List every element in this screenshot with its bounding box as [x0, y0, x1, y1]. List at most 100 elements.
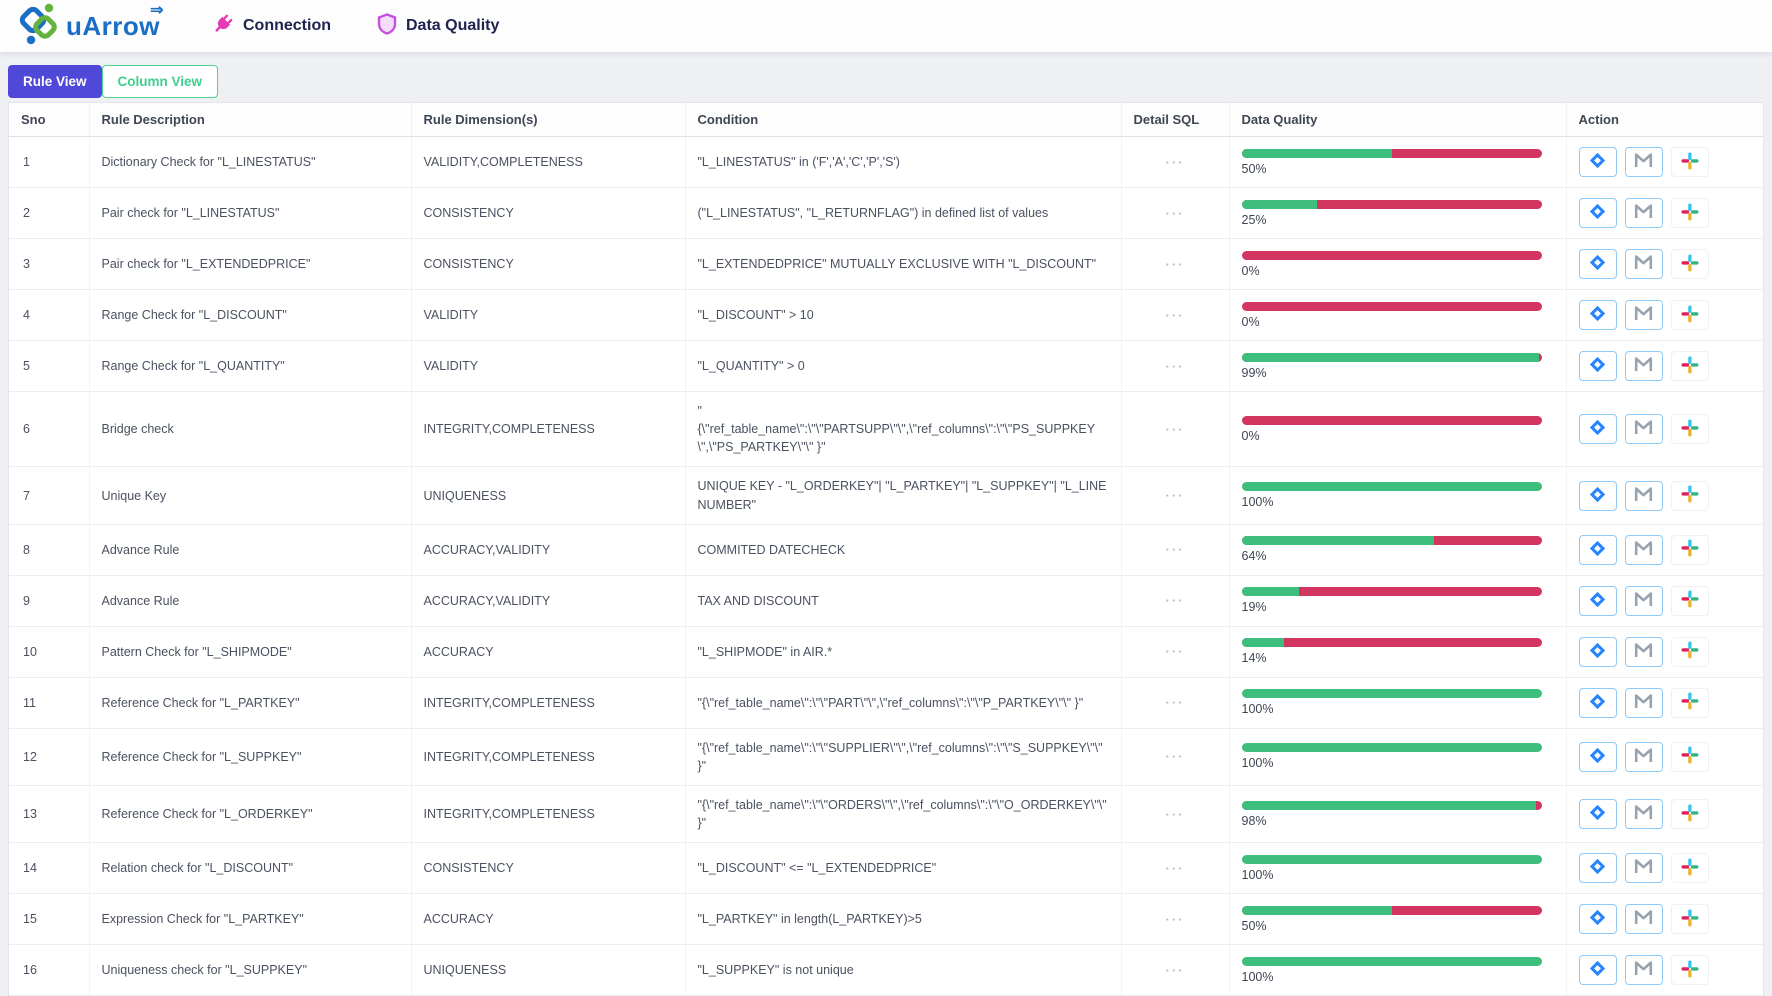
sno-cell: 6	[9, 391, 90, 468]
quality-percent-label: 100%	[1241, 702, 1274, 717]
detail-sql-ellipsis[interactable]: ···	[1121, 136, 1230, 188]
gmail-action-button[interactable]	[1624, 687, 1663, 718]
quality-progress-bar	[1241, 689, 1542, 699]
jira-icon	[1589, 419, 1606, 439]
detail-sql-ellipsis[interactable]: ···	[1121, 728, 1230, 786]
gmail-action-button[interactable]	[1624, 198, 1663, 228]
rule-description-cell: Range Check for "L_QUANTITY"	[89, 340, 412, 392]
detail-sql-ellipsis[interactable]: ···	[1121, 842, 1230, 895]
col-header-dimensions: Rule Dimension(s)	[411, 103, 686, 137]
nav-item-connection[interactable]: Connection	[212, 13, 331, 40]
jira-action-button[interactable]	[1578, 198, 1617, 228]
col-header-condition: Condition	[685, 103, 1122, 137]
gmail-action-button[interactable]	[1624, 955, 1663, 986]
brand-logo[interactable]: uArrow ⇒	[18, 1, 164, 52]
rule-dimensions-cell: INTEGRITY,COMPLETENESS	[411, 677, 686, 729]
slack-action-button[interactable]	[1670, 687, 1709, 718]
detail-sql-ellipsis[interactable]: ···	[1121, 575, 1230, 627]
gmail-action-button[interactable]	[1624, 799, 1663, 829]
jira-action-button[interactable]	[1578, 955, 1617, 986]
detail-sql-ellipsis[interactable]: ···	[1121, 391, 1230, 468]
tab-rule-view[interactable]: Rule View	[8, 65, 102, 98]
gmail-action-button[interactable]	[1624, 300, 1663, 330]
gmail-action-button[interactable]	[1624, 636, 1663, 667]
slack-action-button[interactable]	[1670, 414, 1709, 445]
rule-dimensions-cell: VALIDITY	[411, 340, 686, 392]
slack-icon	[1681, 485, 1699, 506]
jira-icon	[1589, 804, 1606, 824]
slack-icon	[1681, 152, 1699, 173]
jira-action-button[interactable]	[1578, 741, 1617, 772]
slack-action-button[interactable]	[1670, 799, 1709, 829]
detail-sql-ellipsis[interactable]: ···	[1121, 524, 1230, 576]
detail-sql-ellipsis[interactable]: ···	[1121, 466, 1230, 525]
slack-action-button[interactable]	[1670, 534, 1709, 565]
detail-sql-ellipsis[interactable]: ···	[1121, 893, 1230, 946]
jira-action-button[interactable]	[1578, 414, 1617, 445]
jira-action-button[interactable]	[1578, 480, 1617, 511]
table-row: 1 Dictionary Check for "L_LINESTATUS" VA…	[9, 136, 1763, 188]
jira-action-button[interactable]	[1578, 904, 1617, 935]
gmail-action-button[interactable]	[1624, 585, 1663, 616]
detail-sql-ellipsis[interactable]: ···	[1121, 626, 1230, 678]
slack-action-button[interactable]	[1670, 147, 1709, 177]
gmail-action-button[interactable]	[1624, 147, 1663, 177]
gmail-action-button[interactable]	[1624, 534, 1663, 565]
detail-sql-ellipsis[interactable]: ···	[1121, 944, 1230, 996]
jira-action-button[interactable]	[1578, 799, 1617, 829]
slack-action-button[interactable]	[1670, 249, 1709, 279]
jira-action-button[interactable]	[1578, 300, 1617, 330]
jira-icon	[1589, 960, 1606, 980]
rule-description-cell: Uniqueness check for "L_SUPPKEY"	[89, 944, 412, 996]
nav-item-data-quality[interactable]: Data Quality	[377, 12, 499, 40]
jira-action-button[interactable]	[1578, 351, 1617, 381]
jira-action-button[interactable]	[1578, 853, 1617, 884]
slack-action-button[interactable]	[1670, 741, 1709, 772]
detail-sql-ellipsis[interactable]: ···	[1121, 785, 1230, 844]
slack-action-button[interactable]	[1670, 300, 1709, 330]
gmail-icon	[1634, 961, 1653, 979]
uarrow-logo-icon	[18, 1, 62, 52]
gmail-icon	[1634, 748, 1653, 766]
jira-action-button[interactable]	[1578, 147, 1617, 177]
quality-percent-label: 100%	[1241, 867, 1274, 882]
rule-dimensions-cell: ACCURACY,VALIDITY	[411, 575, 686, 627]
jira-action-button[interactable]	[1578, 636, 1617, 667]
nav-label-connection: Connection	[243, 17, 331, 34]
quality-percent-label: 100%	[1241, 756, 1274, 771]
sno-cell: 4	[9, 289, 90, 341]
jira-action-button[interactable]	[1578, 534, 1617, 565]
slack-action-button[interactable]	[1670, 480, 1709, 511]
detail-sql-ellipsis[interactable]: ···	[1121, 238, 1230, 290]
slack-action-button[interactable]	[1670, 198, 1709, 228]
gmail-action-button[interactable]	[1624, 249, 1663, 279]
gmail-action-button[interactable]	[1624, 351, 1663, 381]
quality-bar-fill	[1241, 905, 1392, 915]
slack-action-button[interactable]	[1670, 853, 1709, 884]
detail-sql-ellipsis[interactable]: ···	[1121, 677, 1230, 729]
slack-action-button[interactable]	[1670, 585, 1709, 616]
rule-description-cell: Advance Rule	[89, 575, 412, 627]
jira-action-button[interactable]	[1578, 249, 1617, 279]
jira-action-button[interactable]	[1578, 585, 1617, 616]
condition-cell: "L_DISCOUNT" <= "L_EXTENDEDPRICE"	[685, 842, 1122, 895]
detail-sql-ellipsis[interactable]: ···	[1121, 187, 1230, 239]
quality-percent-label: 0%	[1241, 263, 1260, 278]
gmail-action-button[interactable]	[1624, 741, 1663, 772]
table-row: 8 Advance Rule ACCURACY,VALIDITY COMMITE…	[9, 524, 1763, 576]
rule-dimensions-cell: UNIQUENESS	[411, 944, 686, 996]
sno-cell: 14	[9, 842, 90, 895]
rule-description-cell: Dictionary Check for "L_LINESTATUS"	[89, 136, 412, 188]
gmail-action-button[interactable]	[1624, 904, 1663, 935]
slack-action-button[interactable]	[1670, 636, 1709, 667]
detail-sql-ellipsis[interactable]: ···	[1121, 289, 1230, 341]
slack-action-button[interactable]	[1670, 955, 1709, 986]
slack-action-button[interactable]	[1670, 351, 1709, 381]
slack-action-button[interactable]	[1670, 904, 1709, 935]
tab-column-view[interactable]: Column View	[101, 65, 219, 98]
jira-action-button[interactable]	[1578, 687, 1617, 718]
detail-sql-ellipsis[interactable]: ···	[1121, 340, 1230, 392]
gmail-action-button[interactable]	[1624, 480, 1663, 511]
gmail-action-button[interactable]	[1624, 414, 1663, 445]
gmail-action-button[interactable]	[1624, 853, 1663, 884]
